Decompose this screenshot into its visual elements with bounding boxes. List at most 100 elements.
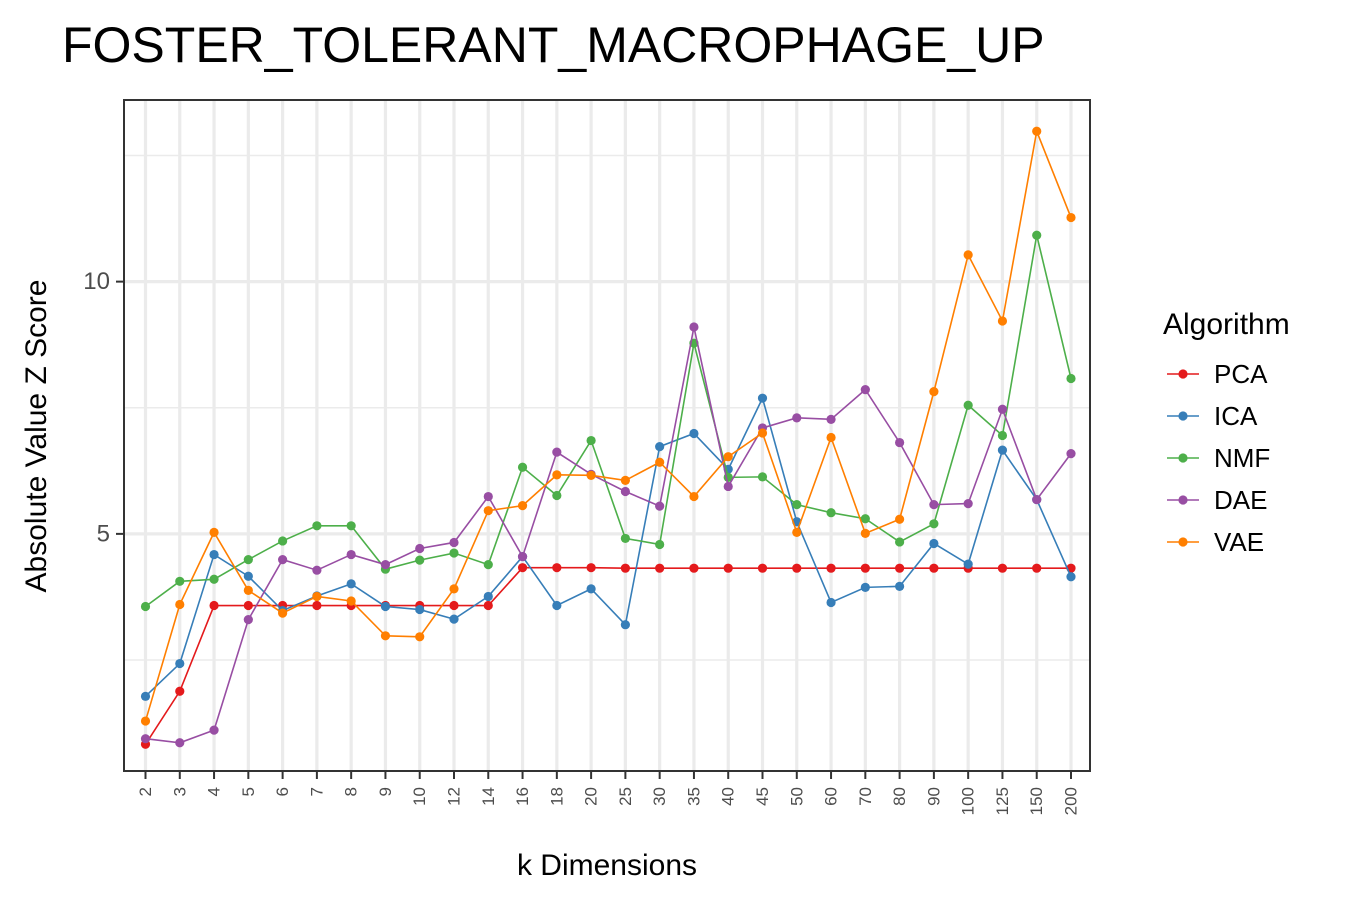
legend-label: NMF — [1214, 443, 1270, 473]
x-tick-label: 8 — [342, 787, 361, 796]
data-point — [826, 597, 836, 608]
x-tick-label: 200 — [1062, 787, 1081, 815]
data-point — [209, 725, 219, 735]
data-point — [723, 452, 733, 462]
x-tick-label: 2 — [136, 787, 155, 796]
data-point — [140, 716, 151, 726]
data-point — [483, 506, 493, 516]
plot-frame — [123, 99, 1091, 772]
data-point — [278, 555, 288, 565]
data-point — [243, 585, 253, 595]
legend-label: DAE — [1214, 485, 1267, 515]
data-point — [929, 538, 939, 549]
data-point — [449, 584, 459, 594]
data-point — [415, 632, 425, 642]
grid — [124, 100, 1090, 771]
y-tick-label: 5 — [97, 520, 110, 547]
data-point — [380, 560, 391, 570]
legend-items: PCA ICA NMF DAE VAE — [1167, 359, 1270, 557]
data-point — [860, 514, 870, 524]
data-point — [689, 563, 699, 573]
data-point — [655, 539, 665, 550]
data-point — [689, 322, 699, 332]
data-point — [552, 563, 562, 573]
series-nmf — [140, 230, 1076, 612]
data-point — [757, 472, 768, 482]
legend-item-pca: PCA — [1167, 359, 1268, 389]
data-point — [483, 560, 493, 570]
x-tick-label: 20 — [582, 787, 601, 806]
data-point — [175, 738, 185, 748]
data-point — [586, 563, 596, 573]
data-point — [278, 608, 288, 618]
x-tick-label: 70 — [856, 787, 875, 806]
data-point — [140, 601, 151, 612]
data-point — [415, 555, 425, 565]
data-point — [1066, 373, 1076, 384]
data-point — [895, 514, 905, 524]
x-tick-label: 9 — [376, 787, 395, 796]
data-point — [312, 521, 322, 531]
data-point — [140, 734, 151, 744]
data-point — [1032, 494, 1042, 505]
data-point — [346, 521, 356, 531]
data-point — [963, 499, 973, 509]
x-tick-label: 45 — [753, 787, 772, 806]
x-tick-label: 3 — [170, 787, 189, 796]
x-tick-label: 60 — [822, 787, 841, 806]
x-tick-label: 80 — [890, 787, 909, 806]
data-point — [346, 549, 356, 560]
data-point — [620, 620, 630, 630]
data-point — [963, 400, 973, 410]
series-line — [145, 326, 1072, 744]
data-point — [655, 501, 665, 511]
x-tick-label: 4 — [205, 787, 224, 796]
data-point — [792, 563, 802, 573]
data-point — [415, 604, 425, 615]
data-point — [586, 584, 596, 594]
data-point — [552, 600, 562, 611]
series-line — [144, 566, 1071, 745]
data-point — [517, 501, 528, 511]
data-point — [449, 548, 459, 558]
data-point — [792, 413, 802, 423]
data-point — [963, 250, 973, 260]
data-point — [860, 384, 870, 395]
data-point — [517, 563, 528, 573]
x-tick-label: 7 — [307, 787, 326, 796]
x-tick-label: 6 — [273, 787, 292, 796]
data-point — [997, 430, 1008, 441]
data-point — [415, 543, 425, 554]
data-point — [826, 414, 836, 424]
data-point — [655, 457, 665, 467]
data-point — [552, 490, 562, 501]
data-point — [895, 437, 905, 448]
series-dae — [140, 322, 1076, 748]
x-tick-label: 25 — [616, 787, 635, 806]
legend-label: VAE — [1214, 527, 1264, 557]
legend-item-ica: ICA — [1167, 401, 1258, 431]
data-point — [792, 500, 802, 510]
legend-swatch-point — [1178, 369, 1188, 379]
data-point — [380, 631, 391, 641]
legend-item-dae: DAE — [1167, 485, 1267, 515]
x-tick-label: 10 — [410, 787, 429, 806]
data-point — [586, 435, 596, 446]
data-point — [620, 563, 630, 573]
data-point — [689, 491, 699, 502]
data-point — [655, 563, 665, 573]
y-axis-label: Absolute Value Z Score — [20, 280, 53, 593]
legend-swatch-point — [1178, 495, 1188, 505]
data-point — [312, 600, 322, 611]
x-tick-label: 150 — [1027, 787, 1046, 815]
data-point — [140, 691, 151, 701]
data-point — [792, 527, 802, 537]
data-point — [483, 600, 493, 611]
data-point — [860, 582, 870, 592]
data-point — [209, 574, 219, 584]
data-point — [449, 600, 459, 611]
x-tick-label: 12 — [445, 787, 464, 806]
series-line — [144, 395, 1072, 697]
data-point — [963, 559, 973, 569]
